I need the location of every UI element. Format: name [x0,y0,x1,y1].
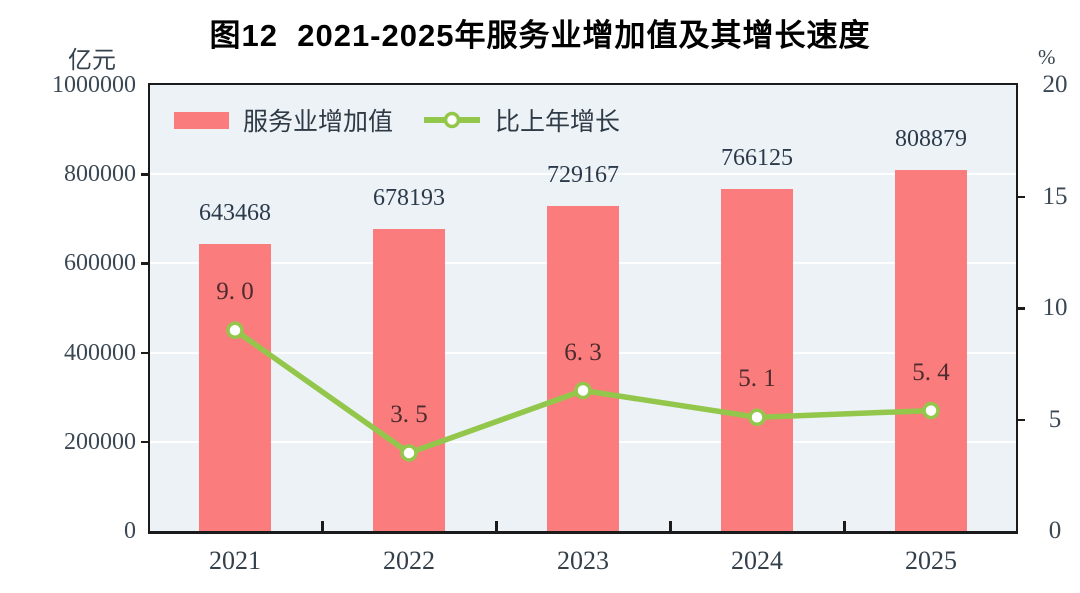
growth-value-label-2024: 5. 1 [738,365,776,393]
bar-2023 [547,205,619,531]
left-axis-unit-label: 亿元 [68,48,116,74]
growth-value-label-2021: 9. 0 [216,278,254,306]
legend-bar-series-label: 服务业增加值 [243,109,394,136]
bar-2025 [895,170,967,531]
y-axis-left-tick-label: 600000 [64,250,136,277]
x-axis-label-2023: 2023 [557,546,609,575]
y-axis-left-tick-label: 400000 [64,339,136,366]
x-axis-label-2024: 2024 [731,546,783,575]
y-axis-left-tick-label: 1000000 [52,72,136,98]
y-axis-left-tick-label: 200000 [64,428,136,455]
legend: 服务业增加值 比上年增长 [174,102,620,138]
y-axis-right-tick [1018,195,1025,198]
y-axis-left-tick [141,262,148,265]
bar-value-label-2021: 643468 [199,200,271,226]
growth-value-label-2025: 5. 4 [912,358,950,386]
bar-value-label-2024: 766125 [721,145,793,172]
y-axis-right-tick-label: 20 [1042,71,1068,98]
x-axis-boundary-tick [669,521,672,531]
x-axis-label-2025: 2025 [905,546,957,575]
y-axis-left-tick [141,440,148,444]
x-axis-boundary-tick [843,521,846,531]
y-axis-left-tick [141,173,148,176]
chart-title: 图12 2021-2025年服务业增加值及其增长速度 [209,18,871,53]
y-axis-right-tick [1018,307,1025,310]
right-axis-unit-label: % [1038,45,1056,69]
growth-value-label-2022: 3. 5 [390,400,428,428]
plot-area: 服务业增加值 比上年增长 [148,83,1018,534]
legend-line-marker-icon [424,111,481,129]
legend-line-series-label: 比上年增长 [495,109,621,136]
x-axis-label-2021: 2021 [209,546,261,575]
bar-2022 [373,228,445,531]
growth-value-label-2023: 6. 3 [564,338,602,366]
legend-bar-swatch [174,111,229,129]
bar-value-label-2022: 678193 [373,184,445,211]
x-axis-label-2022: 2022 [383,546,435,575]
y-axis-right-tick [1018,418,1025,421]
y-axis-left-tick [141,351,148,355]
y-axis-right-tick-label: 0 [1048,517,1062,544]
gridline [150,173,1016,176]
bar-value-label-2023: 729167 [547,161,619,188]
bar-2024 [721,189,793,531]
x-axis-boundary-tick [495,521,498,531]
y-axis-left-tick-label: 800000 [64,161,136,188]
y-axis-right-tick-label: 5 [1048,405,1062,433]
y-axis-right-tick-label: 15 [1042,182,1068,210]
x-axis-boundary-tick [321,521,324,531]
y-axis-right-tick-label: 10 [1042,294,1068,321]
bar-value-label-2025: 808879 [895,126,967,153]
y-axis-left-tick-label: 0 [124,518,136,544]
